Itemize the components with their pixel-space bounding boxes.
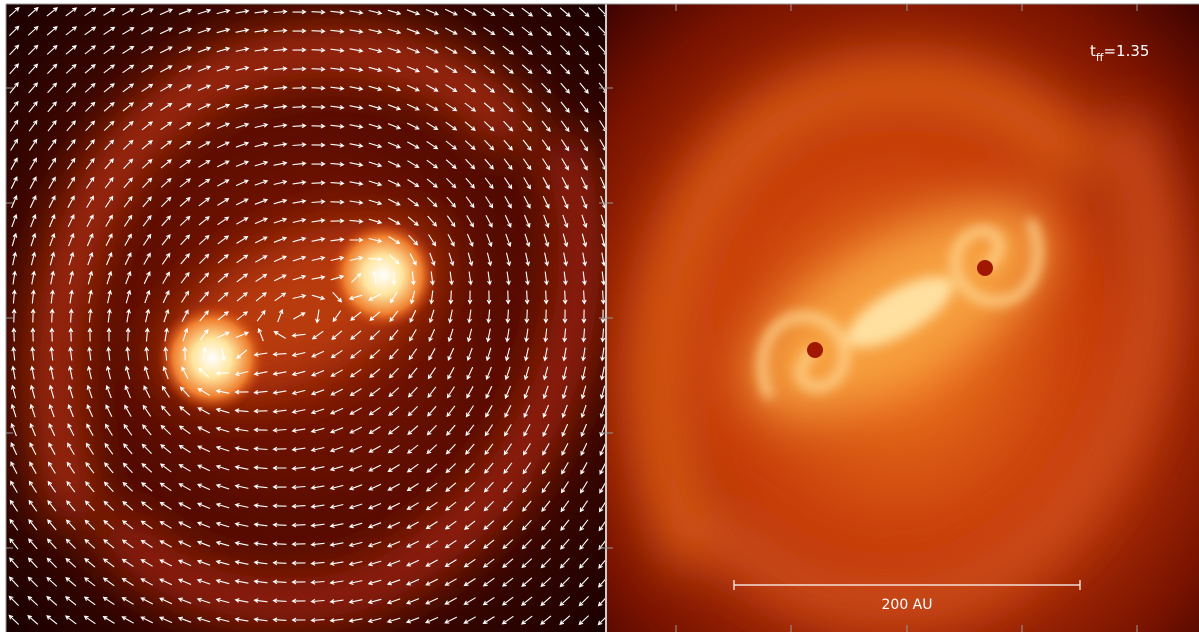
right-panel (607, 4, 1199, 632)
time-subscript: ff (1096, 51, 1104, 64)
time-label: tff=1.35 (1090, 42, 1149, 64)
scale-bar-label: 200 AU (882, 597, 933, 613)
scale-bar (733, 580, 1081, 590)
time-symbol: t (1090, 42, 1096, 60)
time-value: =1.35 (1103, 42, 1149, 60)
axis-ticks (5, 3, 1199, 632)
protostar (157, 303, 267, 413)
velocity-arrows (8, 6, 605, 626)
protostar (328, 220, 438, 330)
left-panel (6, 4, 605, 632)
protostar-core (807, 342, 823, 358)
inner-spirals (757, 217, 1043, 401)
protostar-core (977, 260, 993, 276)
